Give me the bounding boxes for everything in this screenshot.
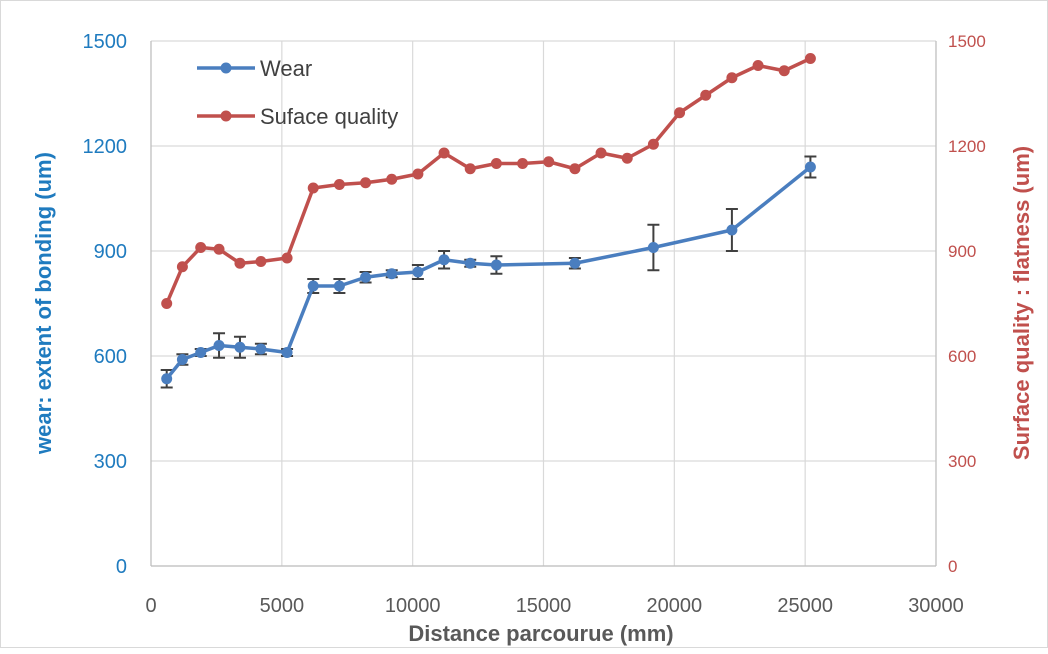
- y-axis-right-label: Surface quality : flatness (um): [1009, 146, 1034, 460]
- data-point: [438, 147, 450, 159]
- data-point: [674, 107, 686, 119]
- data-point: [543, 156, 555, 168]
- data-point: [412, 168, 424, 180]
- series-suface-quality: [161, 53, 816, 309]
- data-point: [804, 161, 816, 173]
- axes: 0 5000 10000 15000 20000 25000 300000300600900…: [83, 31, 986, 617]
- y-right-tick-label: 1500: [948, 32, 986, 51]
- data-point: [386, 268, 398, 280]
- y-right-tick-label: 600: [948, 347, 976, 366]
- x-tick-label: 15000: [516, 595, 572, 617]
- data-point: [213, 243, 225, 255]
- x-tick-label: 30000: [908, 595, 964, 617]
- y-right-tick-label: 300: [948, 452, 976, 471]
- series-layer: [160, 53, 817, 389]
- legend-entry-suface-quality: Suface quality: [197, 104, 398, 129]
- data-point: [464, 163, 476, 175]
- data-point: [333, 280, 345, 292]
- x-tick-label: 0: [145, 595, 156, 617]
- data-point: [161, 373, 173, 385]
- data-point: [804, 53, 816, 64]
- y-right-tick-label: 0: [948, 557, 957, 576]
- data-point: [517, 158, 529, 169]
- data-point: [438, 254, 450, 266]
- x-tick-label: 5000: [260, 595, 305, 617]
- data-point: [778, 65, 790, 77]
- data-point: [569, 257, 581, 269]
- y-left-tick-label: 600: [94, 346, 127, 368]
- y-left-tick-label: 1200: [83, 136, 128, 158]
- data-point: [234, 341, 246, 353]
- legend-entry-wear: Wear: [197, 56, 312, 81]
- data-point: [360, 177, 372, 189]
- data-point: [195, 242, 207, 253]
- legend: Wear Suface quality: [197, 56, 398, 129]
- legend-swatch-marker: [220, 110, 232, 122]
- data-point: [464, 257, 476, 269]
- data-point: [307, 280, 319, 292]
- data-point: [700, 89, 712, 101]
- data-point: [213, 340, 225, 351]
- legend-label: Wear: [260, 56, 312, 81]
- legend-swatch-marker: [220, 62, 232, 74]
- data-point: [752, 60, 764, 71]
- series-wear: [160, 155, 817, 389]
- data-point: [621, 152, 633, 164]
- data-point: [307, 182, 319, 194]
- y-left-tick-label: 0: [116, 556, 127, 578]
- data-point: [386, 173, 398, 185]
- data-point: [176, 261, 188, 273]
- x-tick-label: 10000: [385, 595, 441, 617]
- data-point: [360, 271, 372, 283]
- data-point: [647, 242, 659, 253]
- y-left-tick-label: 300: [94, 451, 127, 473]
- data-point: [726, 72, 738, 84]
- series-line-suface-quality: [165, 56, 812, 305]
- data-point: [255, 343, 267, 355]
- data-point: [176, 354, 188, 365]
- data-point: [595, 147, 607, 159]
- data-point: [490, 259, 502, 271]
- data-point: [490, 158, 502, 169]
- x-tick-label: 20000: [647, 595, 703, 617]
- x-axis-label: Distance parcourue (mm): [408, 621, 673, 646]
- y-right-tick-label: 1200: [948, 137, 986, 156]
- y-left-tick-label: 1500: [83, 31, 128, 53]
- y-right-tick-label: 900: [948, 242, 976, 261]
- y-left-tick-label: 900: [94, 241, 127, 263]
- data-point: [333, 179, 345, 190]
- data-point: [255, 256, 267, 267]
- y-axis-left-label: wear: extent of bonding (um): [31, 152, 56, 455]
- gridlines: [150, 40, 937, 567]
- data-point: [195, 347, 207, 358]
- data-point: [647, 138, 659, 150]
- data-point: [412, 266, 424, 278]
- data-point: [234, 257, 246, 269]
- data-point: [281, 347, 293, 358]
- data-point: [569, 163, 581, 175]
- data-point: [161, 298, 173, 309]
- data-point: [726, 224, 738, 236]
- x-tick-label: 25000: [777, 595, 833, 617]
- data-point: [281, 252, 293, 264]
- legend-label: Suface quality: [260, 104, 398, 129]
